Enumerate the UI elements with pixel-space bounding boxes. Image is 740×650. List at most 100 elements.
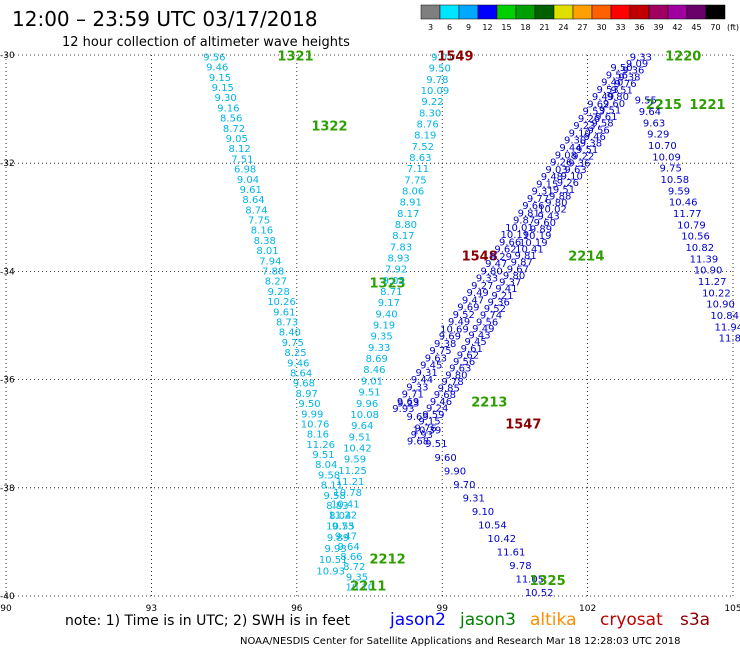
wave-height-value: 9.45 (464, 337, 486, 348)
wave-height-value: 9.22 (572, 152, 594, 163)
satellite-legend-entry: jason3 (459, 610, 516, 630)
wave-height-value: 7.92 (385, 265, 407, 276)
wave-height-value: 9.63 (449, 364, 471, 375)
wave-height-value: 9.47 (335, 532, 357, 543)
wave-height-value: 9.56 (453, 357, 475, 368)
scale-value: 70 (710, 23, 720, 32)
wave-height-value: 8.19 (414, 131, 436, 142)
wave-height-value: 9.35 (370, 332, 392, 343)
scale-swatch (705, 4, 726, 20)
wave-height-value: 10.54 (478, 520, 507, 531)
wave-height-value: 11.94 (715, 322, 740, 333)
wave-height-value: 8.69 (366, 354, 388, 365)
wave-height-value: 9.80 (503, 271, 525, 282)
wave-height-value: 10.41 (515, 244, 544, 255)
wave-height-value: 10.93 (316, 566, 345, 577)
wave-height-value: 9.33 (630, 52, 652, 63)
wave-height-value: 9.19 (373, 321, 395, 332)
wave-height-value: 9.58 (324, 491, 346, 502)
wave-height-value: 11.27 (698, 277, 727, 288)
wave-height-value: 9.80 (607, 92, 629, 103)
wave-height-value: 7.11 (407, 164, 429, 175)
wave-height-value: 9.59 (422, 410, 444, 421)
wave-height-value: 9.85 (438, 384, 460, 395)
altimeter-track: 9.239.6910.399.519.609.909.709.319.1010.… (397, 399, 565, 599)
wave-height-value: 10.39 (413, 426, 442, 437)
scale-swatch (420, 4, 441, 20)
wave-height-value: 8.16 (307, 430, 329, 441)
pass-time-label: 1221 (689, 98, 725, 113)
wave-height-value: 9.44 (411, 375, 433, 386)
wave-height-value: 9.68 (407, 437, 429, 448)
wave-height-value: 9.89 (327, 533, 349, 544)
wave-height-value: 10.69 (440, 324, 469, 335)
pass-time-label: 2211 (350, 580, 386, 595)
wave-height-value: 9.15 (209, 73, 231, 84)
wave-height-value: 9.66 (499, 237, 521, 248)
wave-height-value: 9.81 (518, 208, 540, 219)
wave-height-value: 9.59 (344, 455, 366, 466)
wave-height-value: 9.78 (509, 561, 531, 572)
wave-height-value: 9.73 (332, 521, 354, 532)
wave-height-value: 8.72 (223, 124, 245, 135)
wave-height-value: 9.30 (214, 93, 236, 104)
pass-time-label: 2212 (370, 553, 406, 568)
wave-height-value: 9.47 (485, 259, 507, 270)
wave-height-value: 10.52 (525, 588, 554, 599)
y-tick-label: -34 (0, 267, 15, 277)
wave-height-value: 9.24 (426, 403, 448, 414)
pass-time-label: 1220 (665, 49, 701, 64)
scale-swatch (458, 4, 479, 20)
x-tick-label: 93 (146, 604, 157, 614)
wave-height-value: 8.63 (409, 153, 431, 164)
wave-height-value: 9.36 (568, 158, 590, 169)
wave-height-value: 9.01 (361, 376, 383, 387)
wave-height-value: 8.04 (315, 460, 337, 471)
wave-height-value: 9.61 (461, 344, 483, 355)
wave-height-value: 9.61 (595, 112, 617, 123)
wave-height-value: 9.56 (203, 52, 225, 63)
wave-height-value: 9.51 (349, 432, 371, 443)
wave-height-value: 9.37 (499, 278, 521, 289)
wave-height-value: 9.10 (561, 172, 583, 183)
wave-height-value: 9.56 (476, 317, 498, 328)
pass-time-label: 1548 (462, 250, 498, 265)
wave-height-value: 9.64 (337, 542, 359, 553)
wave-height-value: 9.69 (397, 397, 419, 408)
altimeter-track: 9.689.939.769.159.599.249.469.689.859.78… (407, 49, 726, 447)
satellite-legend: jason2 jason3 altika cryosat s3a (389, 610, 710, 630)
wave-height-value: 8.06 (402, 186, 424, 197)
wave-height-value: 10.42 (487, 534, 516, 545)
wave-height-value: 9.50 (298, 399, 320, 410)
scale-unit: (ft) (727, 23, 739, 32)
wave-height-value: 11.21 (336, 477, 365, 488)
wave-height-value: 9.80 (445, 370, 467, 381)
wave-height-value: 11.26 (306, 440, 335, 451)
wave-height-value: 9.93 (324, 544, 346, 555)
wave-height-value: 9.59 (668, 186, 690, 197)
wave-height-value: 8.71 (380, 287, 402, 298)
wave-height-value: 8.40 (279, 328, 301, 339)
wave-height-value: 9.51 (425, 439, 447, 450)
scale-value: 3 (428, 23, 433, 32)
wave-height-value: 9.01 (431, 52, 453, 63)
wave-height-value: 9.47 (462, 295, 484, 306)
wave-height-value: 9.17 (378, 298, 400, 309)
wave-height-value: 9.76 (415, 423, 437, 434)
wave-height-value: 9.31 (415, 368, 437, 379)
wave-height-value: 9.35 (346, 572, 368, 583)
scale-swatch (439, 4, 460, 20)
wave-height-value: 9.27 (471, 281, 493, 292)
wave-height-value: 7.94 (259, 256, 281, 267)
wave-height-value: 9.53 (596, 85, 618, 96)
scale-swatch (686, 4, 707, 20)
wave-height-value: 10.90 (694, 266, 723, 277)
wave-height-value: 9.75 (282, 338, 304, 349)
wave-height-value: 9.52 (453, 310, 475, 321)
wave-height-value: 10.79 (677, 220, 706, 231)
scale-value: 30 (596, 23, 606, 32)
pass-time-label: 1321 (277, 49, 313, 64)
wave-height-value: 10.56 (681, 232, 710, 243)
wave-height-value: 9.46 (584, 132, 606, 143)
wave-height-value: 9.58 (591, 119, 613, 130)
